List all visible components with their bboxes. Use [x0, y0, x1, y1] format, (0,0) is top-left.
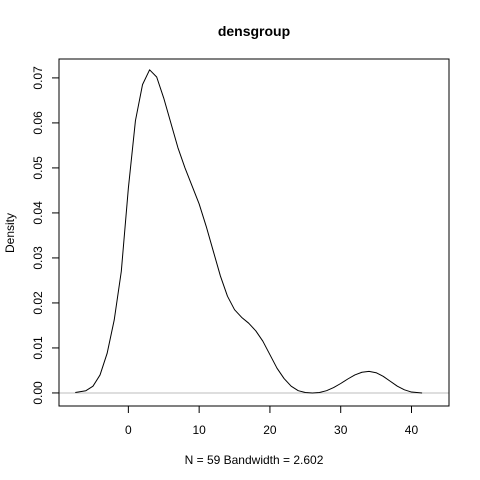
- x-tick-label: 0: [125, 423, 132, 437]
- x-tick-label: 20: [263, 423, 277, 437]
- y-tick-label: 0.06: [31, 111, 45, 135]
- x-tick-label: 30: [334, 423, 348, 437]
- y-tick-label: 0.00: [31, 381, 45, 405]
- y-axis-label: Density: [3, 213, 17, 253]
- plot-area: [59, 69, 449, 394]
- y-tick-label: 0.02: [31, 291, 45, 315]
- y-tick-label: 0.04: [31, 201, 45, 225]
- x-axis: 0 10 20 30 40: [125, 405, 419, 437]
- y-tick-label: 0.03: [31, 246, 45, 270]
- y-tick-label: 0.07: [31, 66, 45, 90]
- y-axis: 0.00 0.01 0.02 0.03 0.04 0.05 0.06 0.07: [31, 66, 60, 405]
- x-tick-label: 40: [405, 423, 419, 437]
- chart-title: densgroup: [218, 23, 290, 39]
- density-curve: [75, 69, 423, 394]
- y-tick-label: 0.05: [31, 156, 45, 180]
- plot-frame: [58, 58, 450, 407]
- x-axis-label: N = 59 Bandwidth = 2.602: [185, 453, 324, 467]
- x-tick-label: 10: [192, 423, 206, 437]
- y-tick-label: 0.01: [31, 336, 45, 360]
